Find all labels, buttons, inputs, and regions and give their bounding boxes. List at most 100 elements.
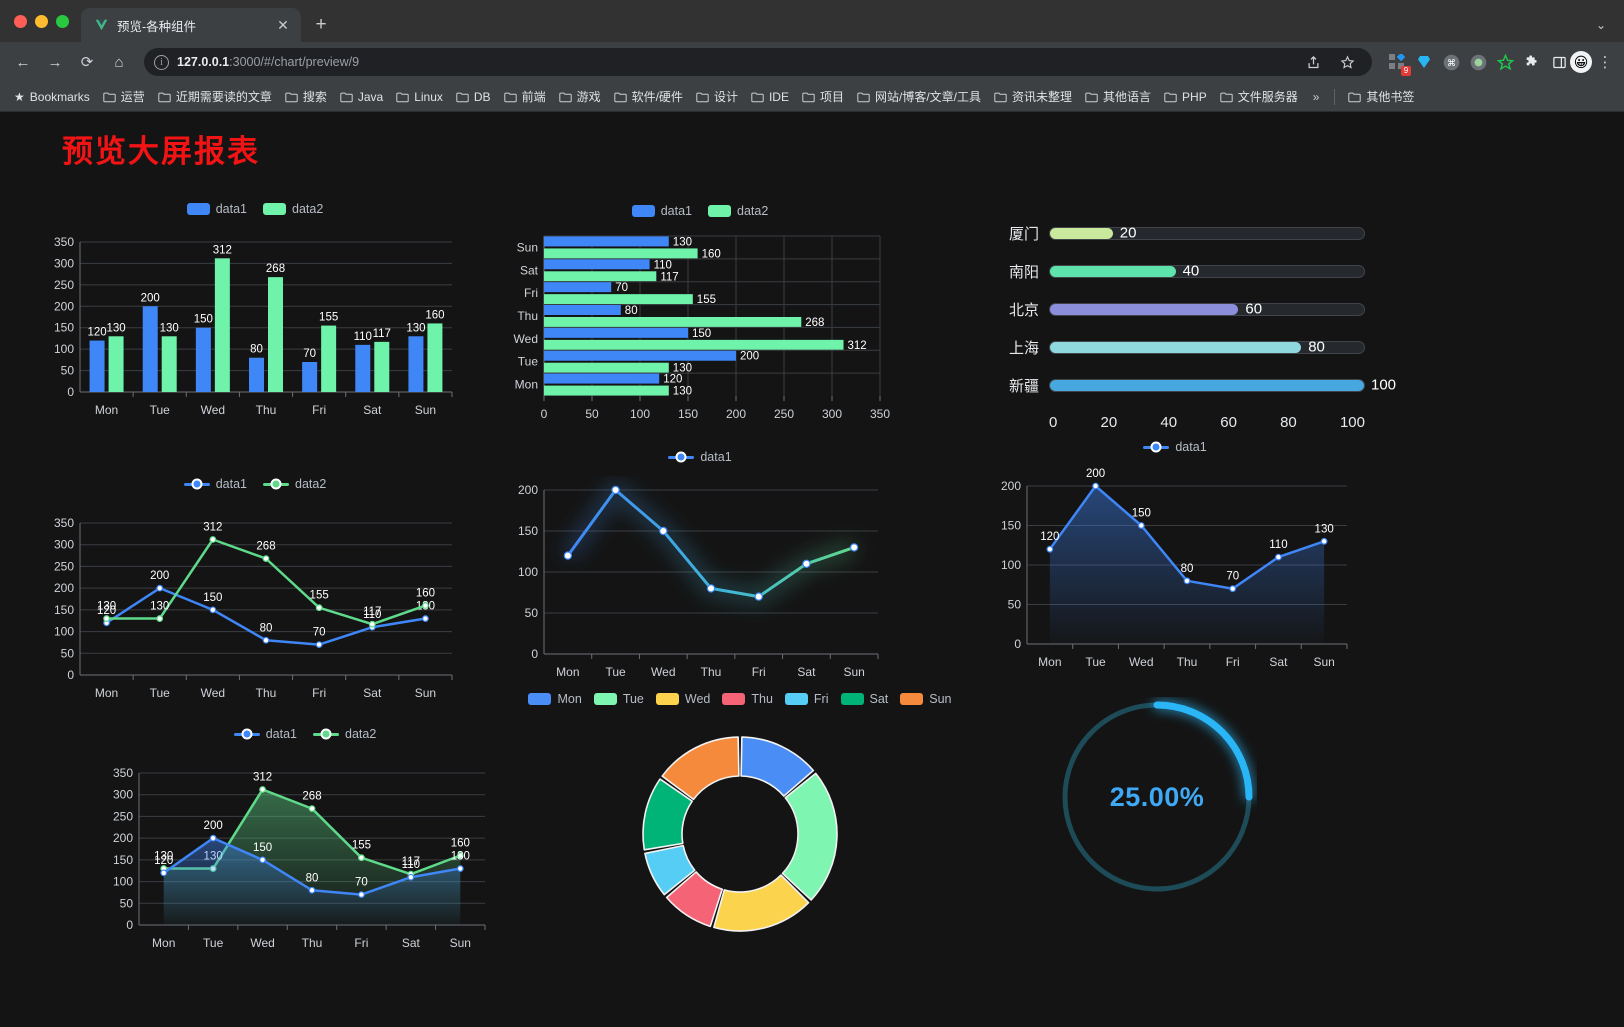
data-point-data1-Sun[interactable] <box>456 865 464 872</box>
grid-extension-icon[interactable]: 9 <box>1388 53 1411 76</box>
bookmark-folder[interactable]: 软件/硬件 <box>608 85 689 108</box>
progress-track[interactable]: 80 <box>1049 339 1365 356</box>
data-point-data2-Fri[interactable] <box>315 604 323 612</box>
bookmark-folder[interactable]: 项目 <box>796 85 850 108</box>
data-point-data1-Sun[interactable] <box>422 615 429 622</box>
data-point-data1-Mon[interactable] <box>160 869 168 877</box>
chart-area-single[interactable]: data1 0 50 100 150 200 Mon Tue Wed Thu Fri Sat Sun 1… <box>985 440 1365 730</box>
legend-item-data1[interactable]: data1 <box>233 727 297 741</box>
bookmark-folder[interactable]: DB <box>450 87 497 107</box>
bookmark-folder[interactable]: 设计 <box>690 85 744 108</box>
data-point-data1-Thu[interactable] <box>1183 577 1191 585</box>
legend-item-Tue[interactable]: Tue <box>593 692 644 706</box>
legend-item-Sun[interactable]: Sun <box>900 692 952 706</box>
legend-item-data1[interactable]: data1 <box>183 477 247 491</box>
other-bookmarks-folder[interactable]: 其他书签 <box>1342 85 1420 108</box>
legend-item-data2[interactable]: data2 <box>263 202 323 216</box>
forward-button[interactable]: → <box>47 53 63 71</box>
bar-data1-Mon[interactable] <box>89 340 105 392</box>
legend-item-data2[interactable]: data2 <box>313 727 376 741</box>
bookmarks-overflow-button[interactable]: » <box>1312 89 1320 104</box>
bar-data2-Sat[interactable] <box>374 341 390 392</box>
chart-line-two-series[interactable]: data1 data2 0 50 100 150 200 250 300 350 Mon Tue W… <box>40 477 470 737</box>
data-point-data2-Fri[interactable] <box>358 854 365 862</box>
bookmark-folder[interactable]: IDE <box>745 87 795 107</box>
new-tab-button[interactable]: + <box>315 14 327 35</box>
data-point-data2-Tue[interactable] <box>156 615 164 622</box>
data-point-data1-Sat[interactable] <box>802 559 811 569</box>
data-point-data2-Thu[interactable] <box>262 555 270 563</box>
data-point-data1-Tue[interactable] <box>611 485 620 495</box>
bar-data1-Tue[interactable] <box>544 350 736 361</box>
data-point-data1-Thu[interactable] <box>308 886 316 894</box>
legend-item-Wed[interactable]: Wed <box>655 692 710 706</box>
progress-row[interactable]: 新疆 100 <box>995 366 1396 404</box>
bookmark-folder[interactable]: 前端 <box>498 85 552 108</box>
legend-item-Thu[interactable]: Thu <box>722 692 773 706</box>
bookmark-folder[interactable]: 搜索 <box>279 85 333 108</box>
bar-data2-Thu[interactable] <box>544 317 802 327</box>
pie-slice-Tue[interactable] <box>781 772 838 901</box>
bar-data1-Sun[interactable] <box>544 236 669 247</box>
bar-data1-Fri[interactable] <box>302 362 318 392</box>
star-extension-icon[interactable] <box>1496 53 1514 71</box>
bookmark-folder[interactable]: 文件服务器 <box>1214 85 1304 108</box>
bar-data2-Fri[interactable] <box>321 325 337 392</box>
pie-slice-Wed[interactable] <box>713 874 810 932</box>
bookmark-folder[interactable]: 运营 <box>97 85 151 108</box>
data-point-data1-Fri[interactable] <box>315 641 323 649</box>
data-point-data2-Wed[interactable] <box>209 536 217 543</box>
data-point-data2-Wed[interactable] <box>259 786 266 793</box>
chart-area-two-series[interactable]: data1 data2 0 50 100 150 200 250 300 350 Mon Tue W… <box>95 727 515 1007</box>
pie-slice-Mon[interactable] <box>740 736 815 797</box>
legend-item-data2[interactable]: data2 <box>708 204 768 218</box>
data-point-data1-Sun[interactable] <box>849 543 859 552</box>
data-point-data1-Tue[interactable] <box>156 584 164 592</box>
bookmark-folder[interactable]: 近期需要读的文章 <box>152 85 278 108</box>
maximize-window-button[interactable] <box>56 14 69 28</box>
data-point-data1-Tue[interactable] <box>1092 482 1099 490</box>
data-point-data2-Mon[interactable] <box>103 615 110 622</box>
data-point-data1-Wed[interactable] <box>209 606 217 614</box>
data-point-data2-Sat[interactable] <box>368 620 376 628</box>
close-window-button[interactable] <box>14 14 27 28</box>
close-tab-button[interactable]: ✕ <box>277 17 289 33</box>
browser-tab[interactable]: 预览-各种组件 ✕ <box>81 8 301 42</box>
diamond-extension-icon[interactable] <box>1415 53 1433 71</box>
data-point-data1-Tue[interactable] <box>209 834 217 842</box>
legend-item-Mon[interactable]: Mon <box>528 692 582 706</box>
progress-row[interactable]: 上海 80 <box>995 328 1365 366</box>
bookmarks-root[interactable]: ★ Bookmarks <box>8 87 96 107</box>
bar-data2-Mon[interactable] <box>544 385 669 396</box>
legend-item-data1[interactable]: data1 <box>1143 440 1207 454</box>
bookmark-folder[interactable]: Linux <box>390 87 449 107</box>
legend-item-data1[interactable]: data1 <box>186 202 247 216</box>
progress-track[interactable]: 40 <box>1049 263 1365 280</box>
data-point-data1-Thu[interactable] <box>706 584 716 593</box>
progress-track[interactable]: 20 <box>1049 225 1365 242</box>
data-point-data1-Wed[interactable] <box>259 856 266 864</box>
legend-item-Fri[interactable]: Fri <box>784 692 829 706</box>
puzzle-extensions-icon[interactable] <box>1523 53 1541 71</box>
progress-track[interactable]: 100 <box>1049 377 1396 394</box>
data-point-data1-Sun[interactable] <box>1320 537 1328 545</box>
data-point-data1-Wed[interactable] <box>1137 522 1145 529</box>
bar-data1-Wed[interactable] <box>195 327 211 392</box>
bookmark-folder[interactable]: PHP <box>1158 87 1213 107</box>
bar-data2-Sun[interactable] <box>544 248 698 259</box>
data-point-data1-Thu[interactable] <box>262 636 270 644</box>
pie-slice-Thu[interactable] <box>665 871 724 928</box>
bar-data1-Sun[interactable] <box>408 336 424 392</box>
legend-item-data1[interactable]: data1 <box>668 450 732 464</box>
bar-data1-Fri[interactable] <box>544 282 612 293</box>
bookmark-folder[interactable]: 网站/博客/文章/工具 <box>851 85 987 108</box>
bar-data2-Wed[interactable] <box>214 258 230 392</box>
chart-progress-bars[interactable]: 厦门 20 南阳 40 北京 60 上海 80 新疆 100 0 20 40 60 80 100 <box>995 214 1396 432</box>
browser-menu-button[interactable]: ⋮ <box>1597 54 1613 71</box>
minimize-window-button[interactable] <box>35 14 48 28</box>
bar-data1-Mon[interactable] <box>544 373 660 384</box>
data-point-data1-Fri[interactable] <box>754 592 763 601</box>
bar-data2-Fri[interactable] <box>544 294 693 305</box>
bookmark-folder[interactable]: Java <box>334 87 389 107</box>
progress-row[interactable]: 南阳 40 <box>995 252 1365 290</box>
